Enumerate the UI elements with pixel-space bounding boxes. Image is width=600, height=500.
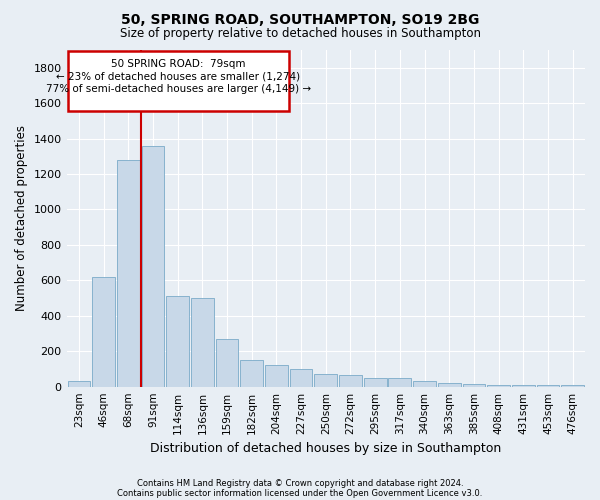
Bar [561,385,584,386]
Bar [265,366,288,386]
Text: Size of property relative to detached houses in Southampton: Size of property relative to detached ho… [119,28,481,40]
Bar [166,296,189,386]
Text: Contains public sector information licensed under the Open Government Licence v3: Contains public sector information licen… [118,488,482,498]
Bar [364,378,386,386]
Text: 77% of semi-detached houses are larger (4,149) →: 77% of semi-detached houses are larger (… [46,84,311,94]
Bar [536,385,559,386]
Bar [241,360,263,386]
Bar [463,384,485,386]
Text: 50, SPRING ROAD, SOUTHAMPTON, SO19 2BG: 50, SPRING ROAD, SOUTHAMPTON, SO19 2BG [121,12,479,26]
Bar [290,369,313,386]
Bar [117,160,140,386]
Bar [487,385,510,386]
Bar [413,382,436,386]
Y-axis label: Number of detached properties: Number of detached properties [15,126,28,312]
Bar [512,385,535,386]
Bar [388,378,411,386]
Text: ← 23% of detached houses are smaller (1,274): ← 23% of detached houses are smaller (1,… [56,72,301,82]
Bar [314,374,337,386]
Text: Contains HM Land Registry data © Crown copyright and database right 2024.: Contains HM Land Registry data © Crown c… [137,478,463,488]
FancyBboxPatch shape [68,51,289,111]
X-axis label: Distribution of detached houses by size in Southampton: Distribution of detached houses by size … [150,442,502,455]
Bar [68,382,90,386]
Bar [92,277,115,386]
Bar [339,375,362,386]
Bar [191,298,214,386]
Bar [215,339,238,386]
Bar [142,146,164,386]
Bar [438,383,461,386]
Text: 50 SPRING ROAD:  79sqm: 50 SPRING ROAD: 79sqm [111,59,245,69]
